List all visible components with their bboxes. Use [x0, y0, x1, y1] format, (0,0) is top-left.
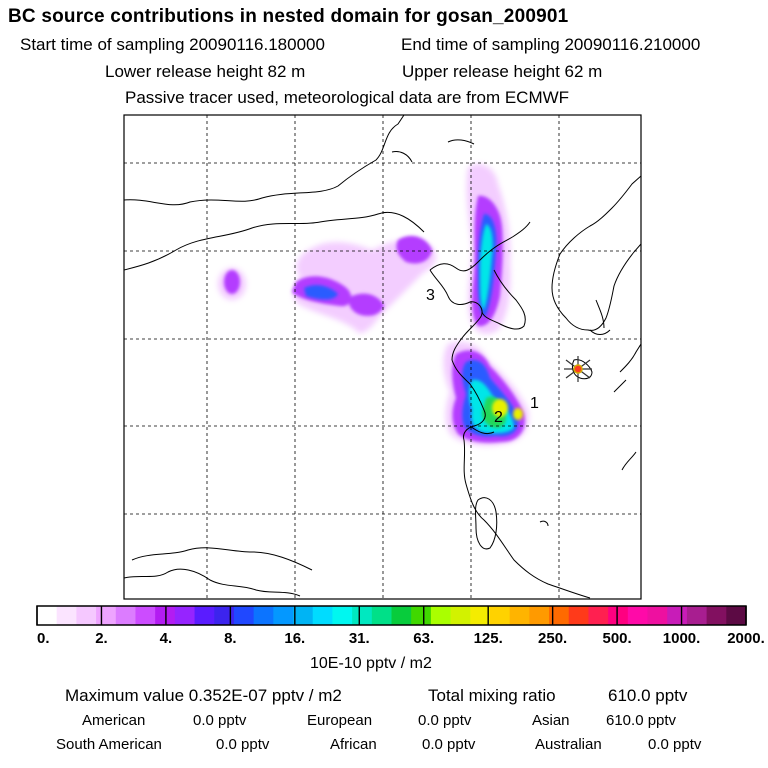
colorbar-cell	[627, 606, 649, 625]
colorbar-cell	[115, 606, 137, 625]
american-value: 0.0 pptv	[193, 712, 247, 729]
colorbar-tick-label: 1000.	[663, 630, 701, 647]
plume-yellow	[492, 399, 523, 420]
colorbar-cell	[411, 606, 432, 625]
colorbar-tick-label: 63.	[413, 630, 434, 647]
european-label: European	[307, 712, 373, 729]
colorbar-tick-label: 16.	[284, 630, 305, 647]
colorbar-cell	[450, 606, 471, 625]
african-label: African	[330, 736, 377, 753]
colorbar-cell	[470, 606, 491, 625]
african-value: 0.0 pptv	[422, 736, 476, 753]
source-marker-2: 2	[494, 409, 503, 426]
colorbar-tick-label: 2.	[95, 630, 108, 647]
colorbar-cell	[293, 606, 314, 625]
colorbar-cell	[214, 606, 235, 625]
colorbar-cell	[726, 606, 747, 625]
map-frame	[123, 114, 642, 600]
source-marker-3: 3	[426, 287, 435, 304]
chart-title: BC source contributions in nested domain…	[8, 6, 569, 27]
colorbar	[37, 606, 747, 625]
colorbar-cell	[706, 606, 727, 625]
colorbar-cell	[56, 606, 77, 625]
colorbar-cell	[568, 606, 590, 625]
colorbar-cell	[608, 606, 629, 625]
colorbar-cell	[489, 606, 511, 625]
colorbar-unit: 10E-10 pptv / m2	[310, 655, 432, 672]
max-value-label: Maximum value 0.352E-07 pptv / m2	[65, 686, 342, 705]
colorbar-cell	[391, 606, 412, 625]
colorbar-tick-label: 8.	[224, 630, 237, 647]
source-marker-1: 1	[530, 395, 539, 412]
colorbar-tick-label: 4.	[160, 630, 173, 647]
colorbar-cell	[96, 606, 117, 625]
tracer-note: Passive tracer used, meteorological data…	[125, 88, 570, 107]
colorbar-cell	[312, 606, 334, 625]
colorbar-cell	[509, 606, 530, 625]
upper-release-label: Upper release height 62 m	[402, 62, 603, 81]
receptor-star-icon	[564, 356, 592, 382]
south-american-label: South American	[56, 736, 162, 753]
grid-lines	[124, 115, 641, 599]
asian-value: 610.0 pptv	[606, 712, 677, 729]
australian-value: 0.0 pptv	[648, 736, 702, 753]
colorbar-cell	[529, 606, 550, 625]
coastlines	[124, 115, 641, 599]
colorbar-cell	[135, 606, 156, 625]
colorbar-cell	[273, 606, 294, 625]
colorbar-tick-label: 31.	[349, 630, 370, 647]
colorbar-tick-label: 2000.	[727, 630, 765, 647]
total-mixing-label: Total mixing ratio	[428, 686, 556, 705]
colorbar-ticks: 0. 2. 4. 8. 16. 31. 63. 125. 250. 500. 1000. 2000.	[36, 606, 765, 647]
american-label: American	[82, 712, 146, 729]
colorbar-cell	[647, 606, 668, 625]
colorbar-cell	[233, 606, 255, 625]
south-american-value: 0.0 pptv	[216, 736, 270, 753]
colorbar-tick-label: 500.	[602, 630, 631, 647]
asian-label: Asian	[532, 712, 570, 729]
colorbar-cell	[588, 606, 609, 625]
lower-release-label: Lower release height 82 m	[105, 62, 306, 81]
map-area: 1 2 3	[124, 115, 641, 599]
colorbar-cell	[76, 606, 97, 625]
start-time-label: Start time of sampling 20090116.180000	[20, 35, 325, 54]
colorbar-cell	[371, 606, 393, 625]
colorbar-cell	[194, 606, 215, 625]
colorbar-tick-label: 125.	[474, 630, 503, 647]
colorbar-cell	[174, 606, 196, 625]
colorbar-tick-label: 0.	[37, 630, 50, 647]
colorbar-cell	[667, 606, 688, 625]
colorbar-cell	[37, 606, 58, 625]
colorbar-cell	[549, 606, 570, 625]
colorbar-tick-label: 250.	[538, 630, 567, 647]
european-value: 0.0 pptv	[418, 712, 472, 729]
colorbar-cell	[253, 606, 274, 625]
colorbar-cell	[430, 606, 452, 625]
total-mixing-value: 610.0 pptv	[608, 686, 688, 705]
colorbar-cell	[686, 606, 708, 625]
australian-label: Australian	[535, 736, 602, 753]
end-time-label: End time of sampling 20090116.210000	[401, 35, 701, 54]
colorbar-cell	[332, 606, 353, 625]
colorbar-cell	[352, 606, 373, 625]
